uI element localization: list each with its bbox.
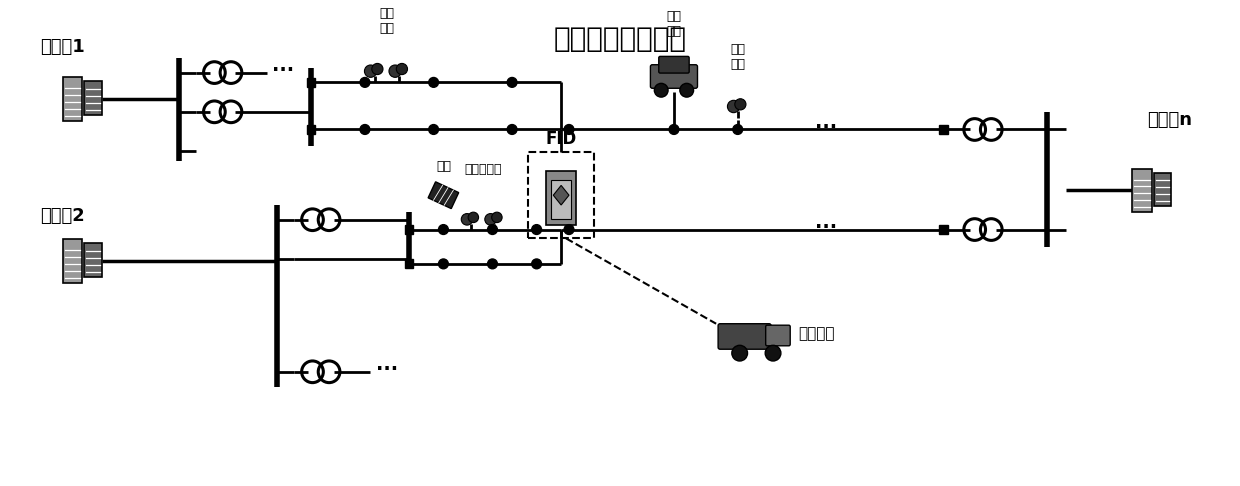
- Text: 电动机负荷: 电动机负荷: [464, 163, 501, 175]
- Text: 关键
负荷: 关键 负荷: [730, 43, 745, 70]
- Bar: [428, 182, 459, 208]
- Circle shape: [429, 124, 439, 135]
- Circle shape: [765, 346, 781, 361]
- Text: 变电站2: 变电站2: [41, 207, 86, 225]
- Circle shape: [728, 100, 740, 113]
- Circle shape: [485, 213, 496, 225]
- Circle shape: [487, 259, 497, 269]
- Bar: [84, 82, 102, 115]
- Text: 电动
汽车: 电动 汽车: [666, 10, 682, 38]
- Bar: [84, 243, 102, 277]
- Circle shape: [733, 124, 743, 135]
- FancyBboxPatch shape: [765, 325, 790, 346]
- Bar: [528, 152, 594, 238]
- FancyBboxPatch shape: [718, 324, 771, 349]
- Bar: [404, 225, 413, 234]
- Circle shape: [397, 63, 408, 74]
- Circle shape: [469, 212, 479, 223]
- Circle shape: [360, 77, 370, 87]
- Circle shape: [372, 63, 383, 74]
- Bar: [940, 225, 949, 234]
- Circle shape: [670, 124, 678, 135]
- Circle shape: [365, 65, 377, 77]
- Circle shape: [360, 124, 370, 135]
- Circle shape: [732, 346, 748, 361]
- Text: ···: ···: [273, 61, 295, 80]
- Circle shape: [429, 77, 439, 87]
- Text: 变电站n: 变电站n: [1147, 111, 1192, 129]
- Text: ···: ···: [377, 360, 398, 380]
- Bar: [552, 179, 570, 219]
- Text: ···: ···: [815, 118, 837, 137]
- Text: 光伏: 光伏: [436, 159, 451, 173]
- FancyBboxPatch shape: [651, 65, 698, 88]
- Circle shape: [680, 84, 693, 97]
- Bar: [63, 77, 82, 121]
- Circle shape: [507, 77, 517, 87]
- Text: 储能装置: 储能装置: [799, 326, 835, 341]
- Bar: [940, 125, 949, 134]
- FancyBboxPatch shape: [658, 56, 689, 73]
- Circle shape: [439, 225, 449, 234]
- Text: 敏感
负荷: 敏感 负荷: [379, 7, 394, 35]
- Text: 交流微网柔性互联: 交流微网柔性互联: [553, 25, 687, 53]
- Bar: [306, 125, 315, 134]
- Bar: [306, 78, 315, 87]
- Circle shape: [507, 124, 517, 135]
- Bar: [1132, 169, 1152, 212]
- Bar: [404, 260, 413, 268]
- Bar: [1153, 173, 1172, 206]
- Circle shape: [492, 212, 502, 223]
- Circle shape: [532, 225, 542, 234]
- Circle shape: [487, 225, 497, 234]
- Circle shape: [735, 99, 746, 110]
- Circle shape: [564, 225, 574, 234]
- Bar: [547, 171, 575, 225]
- Text: FID: FID: [546, 130, 577, 148]
- Circle shape: [439, 259, 449, 269]
- Circle shape: [564, 124, 574, 135]
- Text: 变电站1: 变电站1: [41, 38, 86, 56]
- Circle shape: [655, 84, 668, 97]
- Polygon shape: [553, 185, 569, 205]
- Circle shape: [389, 65, 402, 77]
- Bar: [63, 239, 82, 282]
- Text: ···: ···: [815, 218, 837, 237]
- Circle shape: [532, 259, 542, 269]
- Circle shape: [461, 213, 472, 225]
